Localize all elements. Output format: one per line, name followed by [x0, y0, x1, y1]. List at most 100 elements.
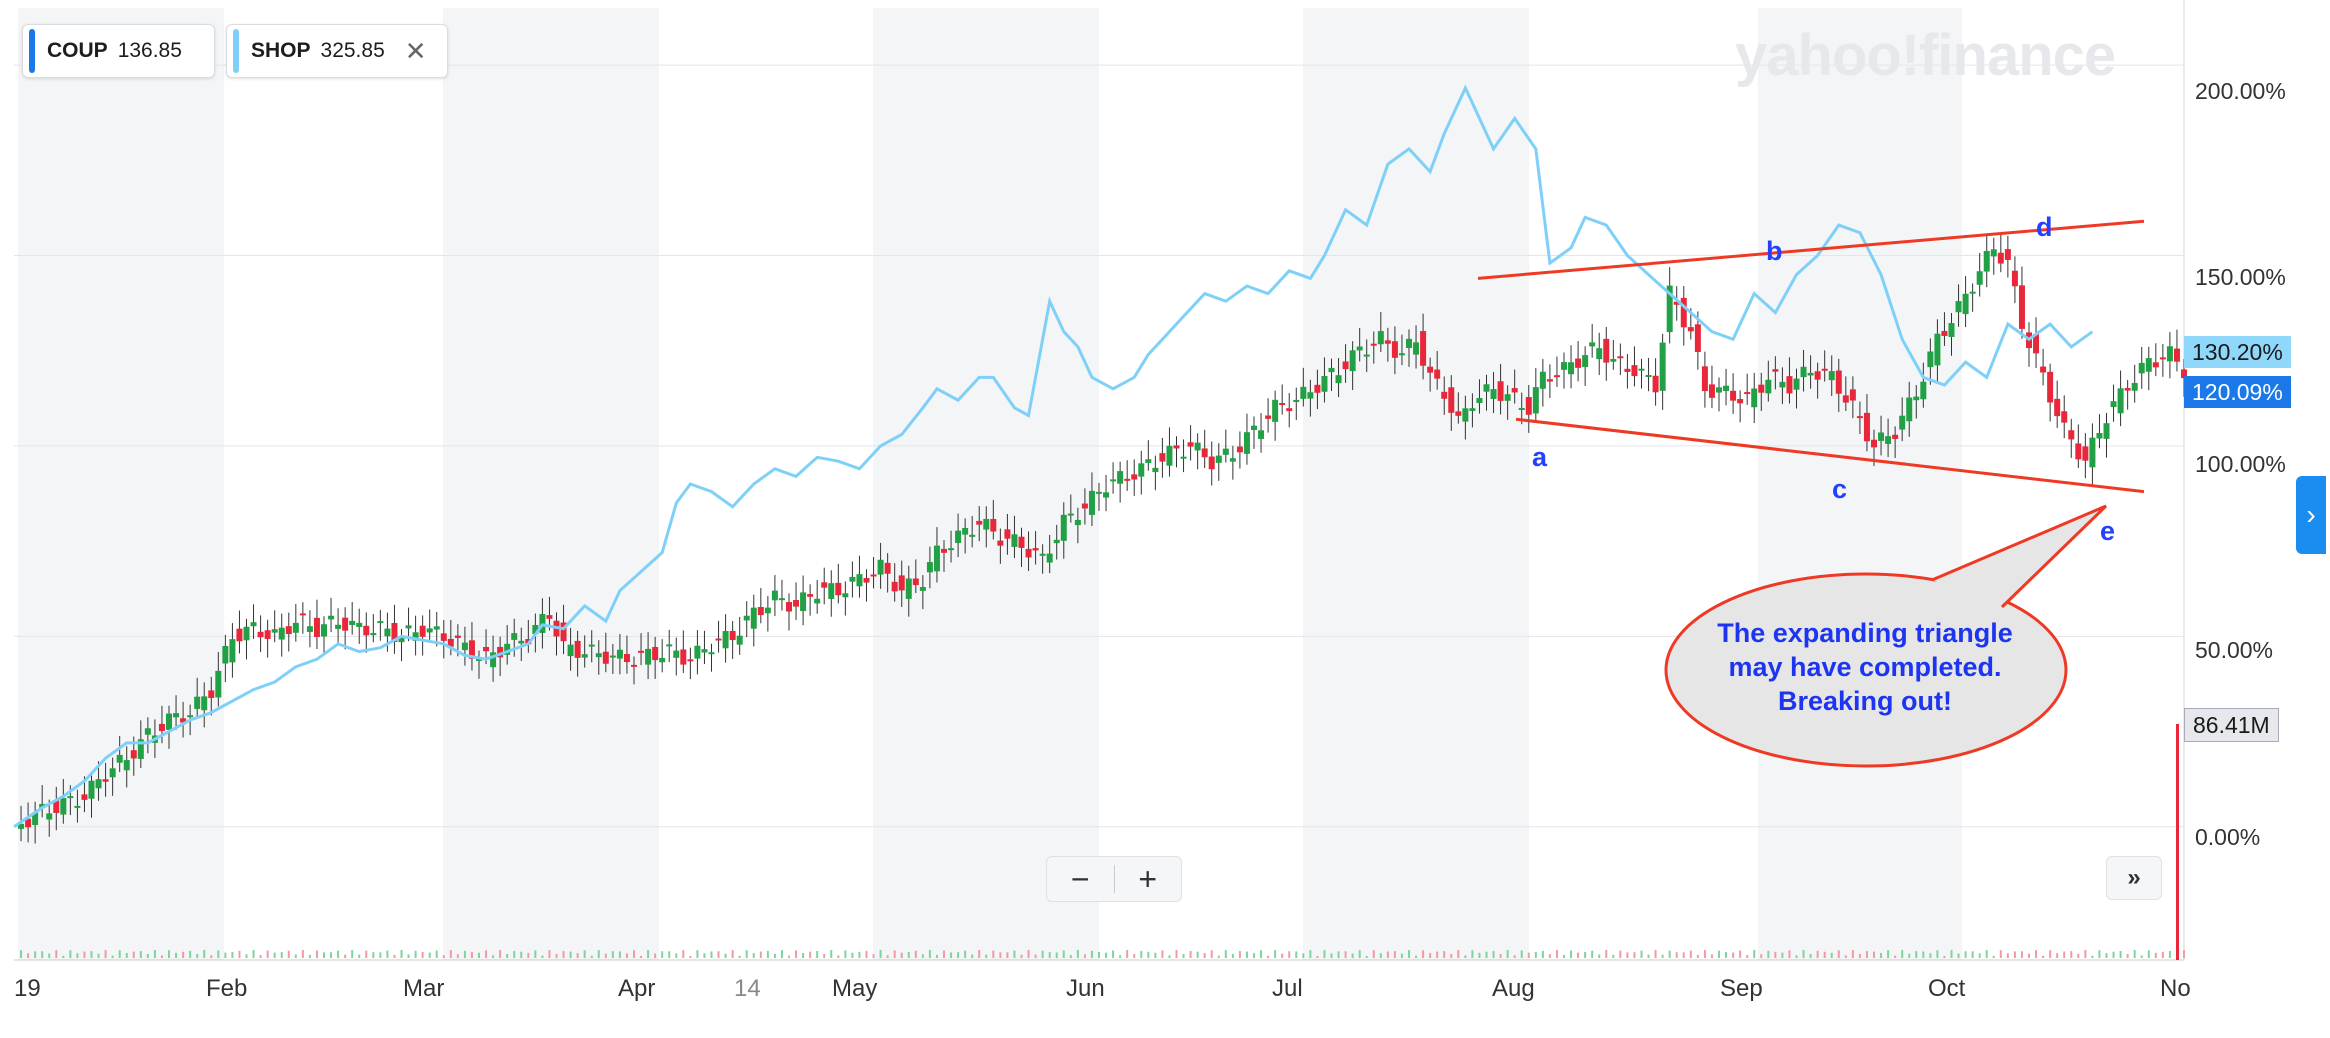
expand-button[interactable]: » [2106, 856, 2162, 900]
zoom-out-button[interactable]: − [1070, 860, 1090, 897]
volume-bar [1422, 950, 1425, 958]
chevron-right-icon[interactable]: › [2296, 476, 2326, 554]
candle-body [849, 576, 856, 582]
candle-body [814, 598, 821, 604]
x-tick-feb: Feb [206, 975, 248, 1002]
volume-bar [1563, 955, 1565, 958]
volume-bar [1090, 950, 1093, 958]
trendlines [1477, 219, 2145, 494]
volume-bar [590, 955, 593, 958]
volume-bar [1915, 951, 1918, 958]
volume-bar [69, 950, 72, 958]
candle-body [2124, 388, 2131, 391]
candle-body [187, 715, 194, 718]
volume-bar [907, 951, 910, 958]
volume-bar [1415, 955, 1418, 958]
volume-bar [203, 950, 206, 958]
candle-body [941, 548, 947, 553]
candle-body [863, 577, 870, 583]
volume-bar [513, 950, 516, 958]
candle-body [1159, 453, 1166, 462]
candle-body [1032, 548, 1039, 551]
volume-bar [703, 953, 706, 958]
candle-body [2047, 371, 2054, 403]
candle-body [1300, 386, 1307, 399]
legend-value-shop: 325.85 [320, 39, 385, 62]
volume-bar [1147, 951, 1150, 958]
volume-bar [1520, 950, 1523, 958]
callout-line-1: The expanding triangle [1717, 618, 2013, 648]
volume-bar [1372, 950, 1375, 958]
volume-bar [872, 954, 875, 958]
volume-bar [2119, 950, 2122, 958]
x-tick-may: May [832, 975, 878, 1002]
volume-bar [1710, 954, 1713, 958]
candle-body [271, 629, 278, 633]
candle-body [1377, 331, 1384, 345]
volume-bar [1922, 951, 1925, 958]
volume-bar [576, 953, 579, 958]
volume-bar [104, 950, 107, 958]
candle-body [1638, 368, 1645, 371]
volume-bar [851, 952, 854, 958]
candle-body [215, 670, 222, 698]
volume-bar [1640, 950, 1643, 958]
candle-body [1321, 376, 1328, 392]
candle-body [694, 645, 701, 659]
volume-bar [992, 950, 995, 958]
candle-body [1807, 372, 1814, 376]
x-tick-nov: No [2160, 975, 2191, 1002]
volume-bar [2098, 950, 2101, 958]
candle-body [194, 696, 201, 709]
candle-body [1779, 381, 1786, 388]
legend-chip-coup[interactable]: COUP 136.85 [22, 24, 215, 78]
callout-pointer [1931, 504, 2108, 609]
candle-body [1124, 478, 1131, 481]
volume-bar [20, 950, 23, 958]
callout-bubble [1664, 504, 2108, 768]
candle-body [736, 635, 743, 645]
volume-bar [921, 954, 924, 958]
candle-body [32, 812, 39, 825]
volume-bar [196, 954, 199, 958]
candle-body [1145, 459, 1152, 463]
candle-body [1913, 396, 1920, 401]
legend-chip-shop[interactable]: SHOP 325.85 ✕ [226, 24, 448, 78]
volume-bar [2147, 950, 2150, 958]
volume-bar [125, 952, 128, 958]
volume-bar [1260, 950, 1263, 958]
candle-body [257, 631, 264, 638]
volume-bar [1873, 951, 1875, 958]
volume-bar [1316, 955, 1319, 958]
callout-text: The expanding triangle may have complete… [1670, 616, 2060, 718]
volume-bar [788, 955, 790, 958]
volume-bar [463, 950, 466, 958]
candle-body [1737, 399, 1744, 404]
candle-body [532, 624, 539, 635]
candle-body [778, 598, 785, 601]
volume-bar [62, 955, 65, 958]
volume-bar [1358, 950, 1361, 958]
month-band [443, 8, 659, 960]
volume-bar [386, 950, 389, 958]
volume-bar [1999, 950, 2002, 958]
candle-body [609, 655, 616, 658]
volume-bar [1570, 950, 1573, 958]
volume-bar [1182, 953, 1185, 958]
volume-bar [1851, 950, 1854, 958]
candle-body [1899, 415, 1906, 430]
candle-body [447, 638, 454, 647]
candle-body [483, 646, 490, 652]
candle-body [616, 649, 623, 659]
candle-body [1384, 340, 1391, 344]
zoom-in-button[interactable]: + [1138, 860, 1158, 897]
candle-body [2159, 357, 2166, 360]
volume-bar [1245, 951, 1248, 958]
y-tick-150: 150.00% [2195, 264, 2286, 290]
close-icon[interactable]: ✕ [404, 35, 427, 66]
volume-bar [90, 951, 93, 958]
candle-body [1152, 467, 1159, 473]
volume-bar [1626, 952, 1629, 958]
volume-bar [766, 951, 769, 958]
